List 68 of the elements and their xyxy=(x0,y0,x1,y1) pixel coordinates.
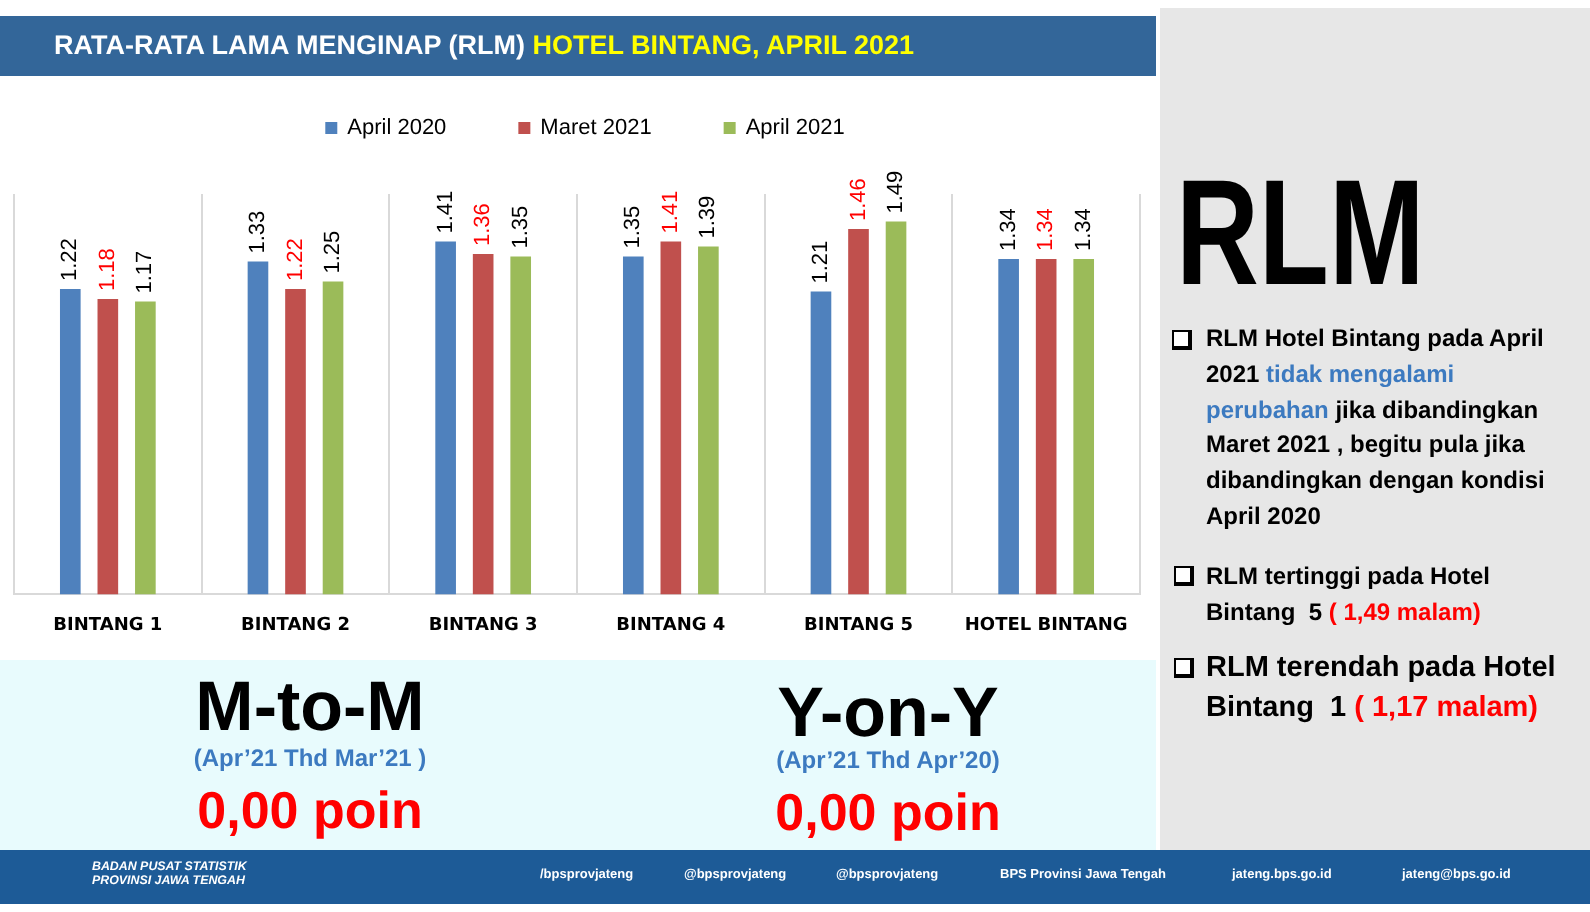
bar xyxy=(435,241,456,595)
data-label: 1.18 xyxy=(95,248,120,292)
data-label: 1.22 xyxy=(283,238,308,282)
bar xyxy=(622,256,644,595)
data-label: 1.49 xyxy=(884,170,909,214)
text: ( 1,17 malam) xyxy=(1354,692,1539,724)
chart-subtitle: HOTEL BINTANG, APRIL 2021 xyxy=(532,30,915,60)
bar xyxy=(510,256,532,595)
bar xyxy=(322,281,344,595)
text: (Apr’21 Thd Mar’21 ) xyxy=(193,744,427,772)
data-label: 1.41 xyxy=(433,190,458,234)
text: RLM terendah pada Hotel xyxy=(1206,652,1556,684)
legend-label: April 2020 xyxy=(347,116,447,141)
data-label: 1.46 xyxy=(846,178,871,222)
bar xyxy=(660,241,682,595)
x-tick-label: HOTEL BINTANG xyxy=(964,615,1128,636)
text: M-to-M xyxy=(195,668,425,746)
data-label: 1.17 xyxy=(133,250,158,294)
bar xyxy=(810,291,832,595)
legend-label: Maret 2021 xyxy=(540,116,652,141)
data-label: 1.35 xyxy=(621,205,646,249)
bar xyxy=(848,229,869,595)
data-label: 1.34 xyxy=(1034,208,1059,252)
text: April 2020 xyxy=(1206,501,1321,530)
bar xyxy=(97,299,119,595)
text: 0,00 poin xyxy=(775,782,1001,842)
x-tick-label: BINTANG 1 xyxy=(53,615,163,636)
text: perubahan xyxy=(1206,395,1329,424)
chart-title: RATA-RATA LAMA MENGINAP (RLM) xyxy=(54,30,525,60)
legend-label: April 2021 xyxy=(745,116,845,141)
text: jika dibandingkan xyxy=(1335,395,1539,424)
text: RLM xyxy=(1176,147,1425,315)
data-label: 1.34 xyxy=(996,208,1021,252)
text: tidak mengalami xyxy=(1266,359,1455,388)
text: Y-on-Y xyxy=(777,674,999,752)
bar xyxy=(472,254,494,595)
bar xyxy=(285,289,306,595)
text: 0,00 poin xyxy=(197,780,423,840)
data-label: 1.35 xyxy=(508,205,533,249)
bar xyxy=(247,261,269,595)
x-tick-label: BINTANG 4 xyxy=(616,615,726,636)
x-tick-label: BINTANG 5 xyxy=(804,615,913,636)
text: 2021 xyxy=(1206,359,1260,388)
text: Bintang 1 xyxy=(1206,692,1347,724)
x-tick-label: BINTANG 3 xyxy=(428,615,538,636)
data-label: 1.36 xyxy=(471,203,496,247)
bar xyxy=(698,246,719,595)
data-label: 1.34 xyxy=(1071,208,1096,252)
text: dibandingkan dengan kondisi xyxy=(1206,466,1545,495)
x-tick-label: BINTANG 2 xyxy=(241,615,350,636)
text: Maret 2021 , begitu pula jika xyxy=(1206,430,1525,459)
text: Bintang 5 xyxy=(1206,598,1323,626)
text: (Apr’21 Thd Apr’20) xyxy=(776,746,1000,774)
bar xyxy=(885,221,907,595)
data-label: 1.33 xyxy=(246,210,271,254)
bar xyxy=(1073,259,1095,595)
bar xyxy=(998,259,1019,595)
data-label: 1.22 xyxy=(58,238,83,282)
text: ( 1,49 malam) xyxy=(1328,598,1481,626)
bar xyxy=(135,301,156,595)
bar xyxy=(59,289,81,595)
text: RLM Hotel Bintang pada April xyxy=(1206,324,1544,352)
data-label: 1.21 xyxy=(809,240,834,284)
text: RLM tertinggi pada Hotel xyxy=(1206,562,1490,590)
data-label: 1.25 xyxy=(321,230,346,274)
bar xyxy=(1035,259,1057,595)
data-label: 1.41 xyxy=(658,190,683,234)
data-label: 1.39 xyxy=(696,195,721,239)
